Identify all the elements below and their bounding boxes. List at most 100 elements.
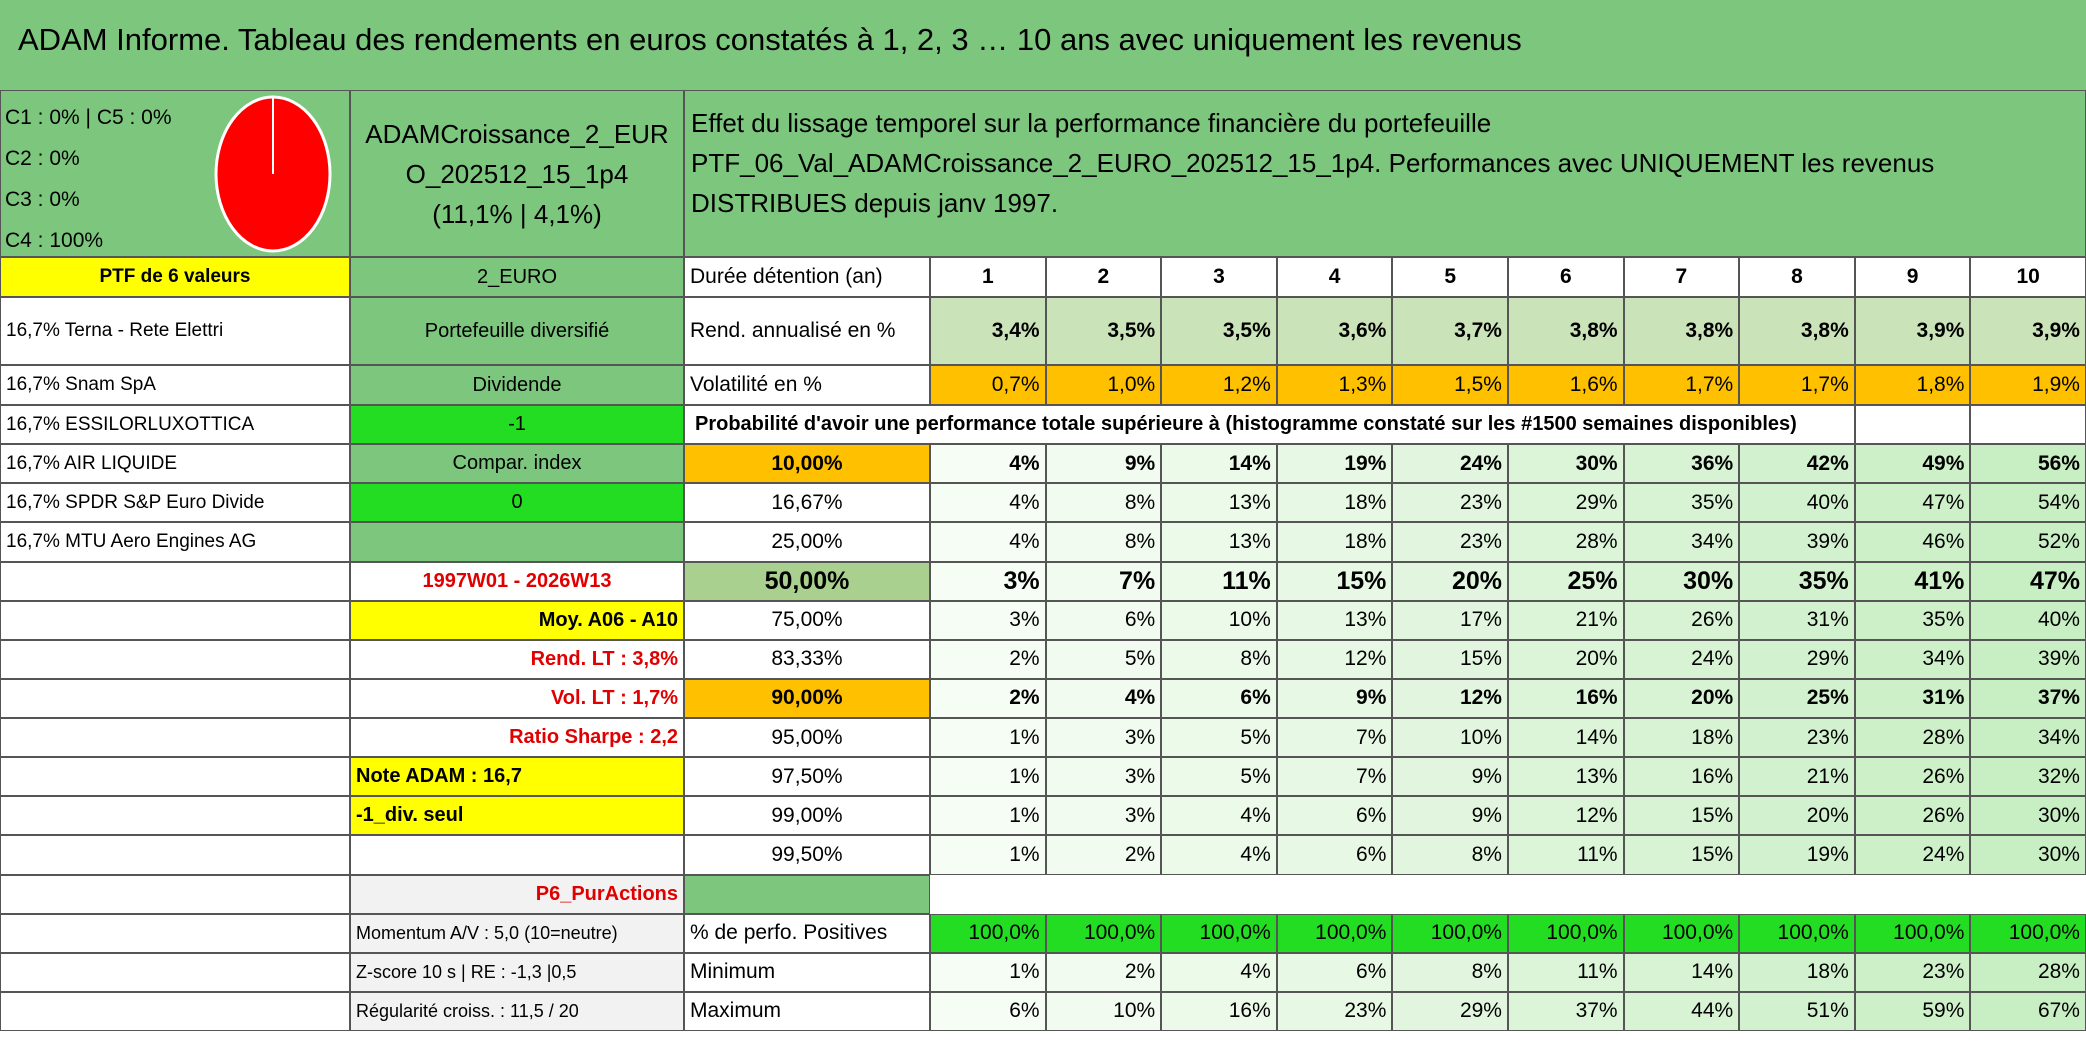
- value-cell: 30%: [1508, 444, 1624, 484]
- value-cell: 3,9%: [1970, 297, 2086, 365]
- value-cell: 47%: [1854, 483, 1971, 523]
- row-label: Durée détention (an): [684, 257, 930, 297]
- value-cell: 6%: [1045, 600, 1162, 640]
- holding-cell: [0, 952, 350, 992]
- empty-cell: [1970, 405, 2086, 445]
- value-cell: 9%: [1276, 678, 1393, 718]
- value-cell: 11%: [1161, 561, 1277, 601]
- value-cell: 6%: [1161, 678, 1277, 718]
- value-cell: 2%: [1045, 835, 1162, 875]
- value-cell: 29%: [1392, 991, 1508, 1031]
- value-cell: 31%: [1854, 678, 1971, 718]
- value-cell: 13%: [1161, 522, 1277, 562]
- value-cell: 10: [1970, 257, 2086, 297]
- spacer: [0, 80, 2086, 90]
- info-cell: Dividende: [350, 365, 684, 405]
- value-cell: 100,0%: [1161, 913, 1277, 953]
- row-label: Minimum: [684, 952, 930, 992]
- row-label: [684, 874, 930, 914]
- value-cell: 11%: [1508, 835, 1624, 875]
- value-cell: 3,4%: [930, 297, 1046, 365]
- value-cell: 39%: [1970, 639, 2086, 679]
- value-cell: 3%: [930, 600, 1046, 640]
- description-cell: Effet du lissage temporel sur la perform…: [684, 90, 2086, 257]
- value-cell: 16%: [1623, 757, 1740, 797]
- value-cell: 20%: [1508, 639, 1624, 679]
- value-cell: 4%: [930, 483, 1046, 523]
- value-cell: 14%: [1161, 444, 1277, 484]
- info-cell: Ratio Sharpe : 2,2: [350, 718, 684, 758]
- holding-cell: [0, 639, 350, 679]
- info-cell: Vol. LT : 1,7%: [350, 678, 684, 718]
- value-cell: 100,0%: [1045, 913, 1162, 953]
- row-label: 10,00%: [684, 444, 930, 484]
- value-cell: 3,8%: [1739, 297, 1855, 365]
- value-cell: 100,0%: [1508, 913, 1624, 953]
- row-label: 25,00%: [684, 522, 930, 562]
- title: ADAM Informe. Tableau des rendements en …: [0, 0, 2086, 80]
- portfolio-stats: (11,1% | 4,1%): [432, 198, 602, 229]
- allocation-line: C4 : 100%: [5, 229, 104, 252]
- value-cell: 3,7%: [1392, 297, 1508, 365]
- value-cell: 8%: [1392, 952, 1508, 992]
- value-cell: 37%: [1508, 991, 1624, 1031]
- value-cell: 8%: [1045, 483, 1162, 523]
- value-cell: 0,7%: [930, 365, 1046, 405]
- value-cell: 1%: [930, 796, 1046, 836]
- value-cell: 34%: [1970, 718, 2086, 758]
- value-cell: 4: [1276, 257, 1393, 297]
- value-cell: 1,7%: [1623, 365, 1740, 405]
- value-cell: 30%: [1970, 796, 2086, 836]
- value-cell: 35%: [1739, 561, 1855, 601]
- info-cell: 1997W01 - 2026W13: [350, 561, 684, 601]
- info-cell: Compar. index: [350, 444, 684, 484]
- value-cell: 16%: [1161, 991, 1277, 1031]
- description-line: PTF_06_Val_ADAMCroissance_2_EURO_202512_…: [691, 148, 1935, 218]
- value-cell: 23%: [1739, 718, 1855, 758]
- value-cell: 1,0%: [1045, 365, 1162, 405]
- value-cell: 36%: [1623, 444, 1740, 484]
- value-cell: 7%: [1276, 757, 1393, 797]
- value-cell: 4%: [1161, 952, 1277, 992]
- value-cell: 100,0%: [1739, 913, 1855, 953]
- value-cell: 1%: [930, 835, 1046, 875]
- value-cell: 4%: [930, 522, 1046, 562]
- value-cell: 28%: [1508, 522, 1624, 562]
- value-cell: 1,8%: [1854, 365, 1971, 405]
- value-cell: 100,0%: [1970, 913, 2086, 953]
- value-cell: 34%: [1854, 639, 1971, 679]
- row-label: 50,00%: [684, 561, 930, 601]
- value-cell: 56%: [1970, 444, 2086, 484]
- value-cell: 1,3%: [1276, 365, 1393, 405]
- value-cell: 3: [1161, 257, 1277, 297]
- value-cell: 44%: [1623, 991, 1740, 1031]
- value-cell: 8%: [1161, 639, 1277, 679]
- value-cell: 1,5%: [1392, 365, 1508, 405]
- value-cell: 30%: [1623, 561, 1740, 601]
- value-cell: 24%: [1623, 639, 1740, 679]
- value-cell: 15%: [1623, 835, 1740, 875]
- info-cell: Portefeuille diversifié: [350, 297, 684, 365]
- value-cell: 2: [1045, 257, 1162, 297]
- value-cell: 67%: [1970, 991, 2086, 1031]
- value-cell: 10%: [1161, 600, 1277, 640]
- info-cell: P6_PurActions: [350, 874, 684, 914]
- info-cell: 0: [350, 483, 684, 523]
- value-cell: 54%: [1970, 483, 2086, 523]
- value-cell: 19%: [1276, 444, 1393, 484]
- value-cell: 24%: [1392, 444, 1508, 484]
- value-cell: 12%: [1276, 639, 1393, 679]
- holding-cell: [0, 796, 350, 836]
- value-cell: 1: [930, 257, 1046, 297]
- value-cell: 9: [1854, 257, 1971, 297]
- holding-cell: PTF de 6 valeurs: [0, 257, 350, 297]
- value-cell: 3,5%: [1045, 297, 1162, 365]
- value-cell: 51%: [1739, 991, 1855, 1031]
- value-cell: 1,9%: [1970, 365, 2086, 405]
- value-cell: 3%: [1045, 796, 1162, 836]
- value-cell: 23%: [1392, 522, 1508, 562]
- value-cell: 7: [1623, 257, 1740, 297]
- value-cell: 15%: [1276, 561, 1393, 601]
- value-cell: 37%: [1970, 678, 2086, 718]
- value-cell: 8%: [1045, 522, 1162, 562]
